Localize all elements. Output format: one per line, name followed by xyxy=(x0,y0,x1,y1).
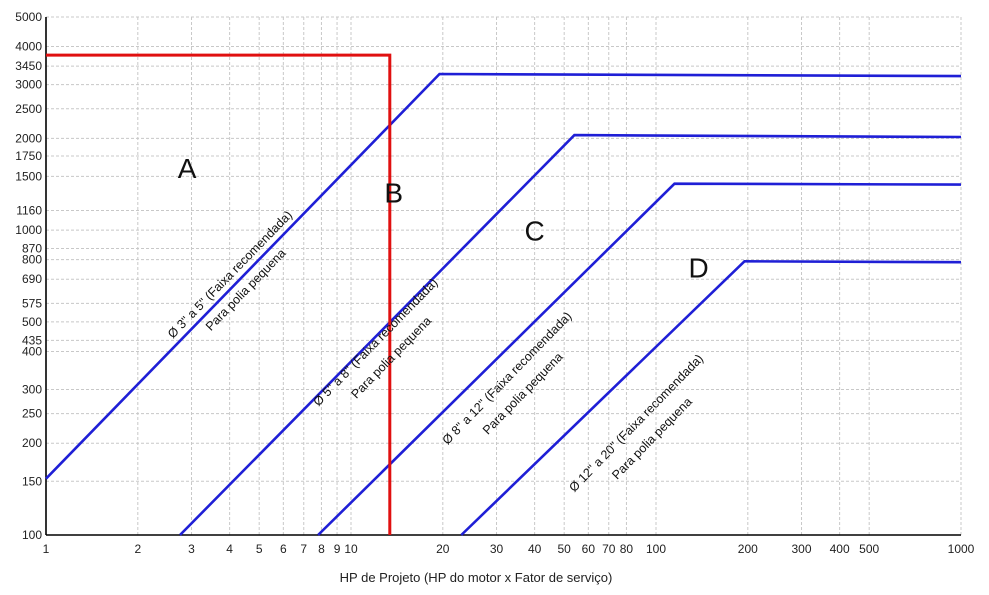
y-tick-label: 250 xyxy=(22,407,42,421)
series-line-3 xyxy=(317,182,962,536)
x-tick-label: 4 xyxy=(226,542,233,556)
y-tick-label: 1500 xyxy=(15,169,42,183)
x-tick-label: 10 xyxy=(344,542,358,556)
x-tick-label: 7 xyxy=(300,542,307,556)
band-label-range: Ø 8" a 12" (Faixa recomendada) xyxy=(440,309,575,447)
x-tick-label: 60 xyxy=(582,542,596,556)
x-tick-label: 400 xyxy=(830,542,850,556)
x-axis-label: HP de Projeto (HP do motor x Fator de se… xyxy=(340,570,613,585)
x-tick-label: 500 xyxy=(859,542,879,556)
y-tick-label: 800 xyxy=(22,253,42,267)
x-tick-label: 6 xyxy=(280,542,287,556)
y-tick-label: 2500 xyxy=(15,102,42,116)
region-label-b: B xyxy=(384,178,403,209)
x-tick-label: 5 xyxy=(256,542,263,556)
band-label-group-3: Ø 8" a 12" (Faixa recomendada)Para polia… xyxy=(440,309,575,447)
x-tick-label: 9 xyxy=(334,542,341,556)
x-tick-label: 1 xyxy=(43,542,50,556)
x-tick-label: 2 xyxy=(134,542,141,556)
x-tick-label: 70 xyxy=(602,542,616,556)
y-tick-label: 1000 xyxy=(15,223,42,237)
x-tick-label: 1000 xyxy=(948,542,975,556)
x-tick-label: 50 xyxy=(558,542,572,556)
y-tick-label: 150 xyxy=(22,474,42,488)
x-tick-label: 3 xyxy=(188,542,195,556)
x-tick-label: 80 xyxy=(620,542,634,556)
band-label-group-2: Ø 5" a 8" (Faixa recomendada)Para polia … xyxy=(311,276,441,409)
region-label-d: D xyxy=(689,252,709,283)
y-tick-label: 1160 xyxy=(16,203,42,217)
y-tick-label: 2000 xyxy=(15,131,42,145)
x-tick-label: 200 xyxy=(738,542,758,556)
tick-layer: 1 2 3 4 5 6 7 8 9 10 20 30 40 50 60 70 80 100 200 300 400 500… xyxy=(15,10,974,556)
x-tick-label: 100 xyxy=(646,542,666,556)
y-tick-label: 3000 xyxy=(15,78,42,92)
y-tick-label: 400 xyxy=(22,344,42,358)
axis-layer xyxy=(45,17,961,536)
y-tick-label: 500 xyxy=(22,315,42,329)
y-tick-label: 100 xyxy=(22,528,42,542)
region-label-c: C xyxy=(525,215,545,246)
y-tick-label: 690 xyxy=(22,272,42,286)
y-tick-label: 575 xyxy=(22,296,42,310)
y-tick-label: 4000 xyxy=(15,40,42,54)
x-tick-label: 300 xyxy=(792,542,812,556)
region-label-a: A xyxy=(178,153,197,184)
series-line-1 xyxy=(45,72,962,480)
x-tick-label: 8 xyxy=(318,542,325,556)
reference-line xyxy=(46,53,392,535)
y-tick-label: 3450 xyxy=(15,59,42,73)
band-label-range: Ø 5" a 8" (Faixa recomendada) xyxy=(311,276,441,409)
x-tick-label: 30 xyxy=(490,542,504,556)
y-tick-label: 5000 xyxy=(15,10,42,24)
grid-layer xyxy=(45,16,962,536)
y-tick-label: 200 xyxy=(22,436,42,450)
x-tick-label: 20 xyxy=(436,542,450,556)
band-label-range: Ø 12" a 20" (Faixa recomendada) xyxy=(566,352,706,495)
y-tick-label: 870 xyxy=(22,242,42,256)
series-layer xyxy=(45,53,962,536)
y-tick-label: 1750 xyxy=(15,149,42,163)
y-tick-label: 435 xyxy=(22,333,42,347)
series-line-4 xyxy=(460,259,962,536)
series-line-2 xyxy=(179,133,962,536)
y-tick-label: 300 xyxy=(22,383,42,397)
band-label-group-4: Ø 12" a 20" (Faixa recomendada)Para poli… xyxy=(566,352,706,495)
x-tick-label: 40 xyxy=(528,542,542,556)
